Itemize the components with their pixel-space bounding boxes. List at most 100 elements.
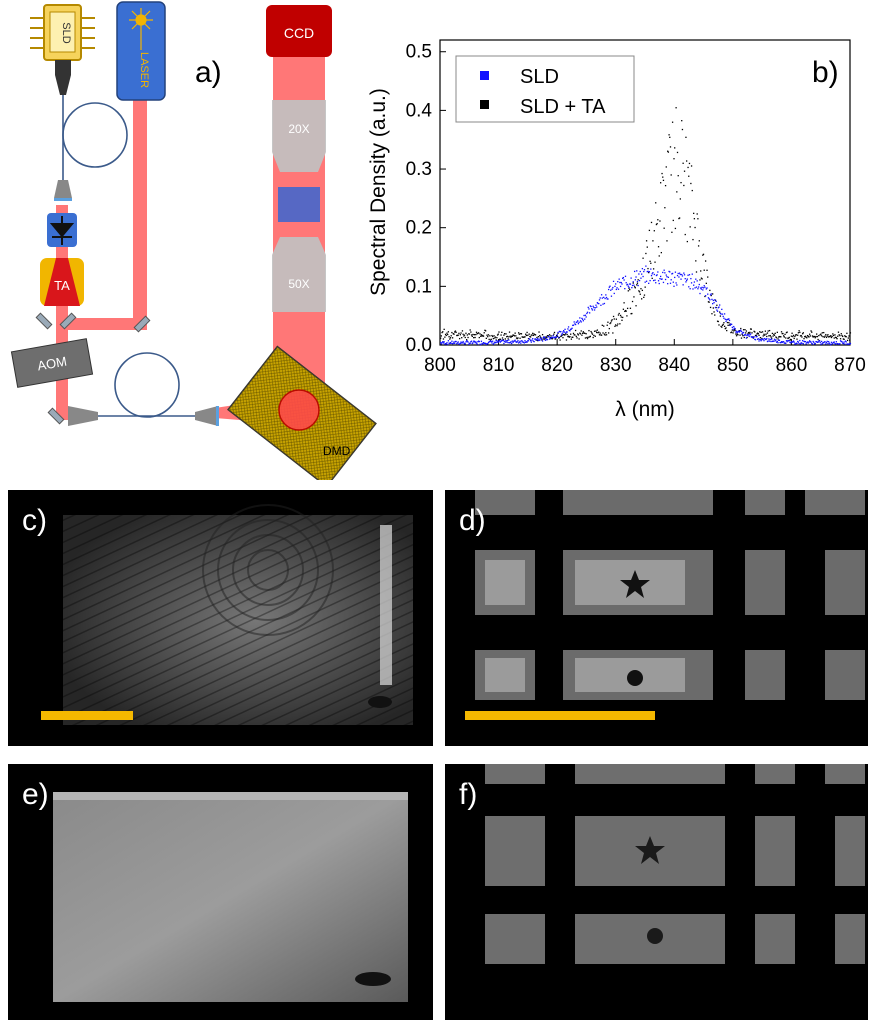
data-point <box>570 333 572 335</box>
data-point <box>829 343 831 345</box>
panel-label-e: e) <box>22 778 49 811</box>
data-point <box>659 275 662 278</box>
data-point <box>811 343 814 345</box>
data-point <box>631 286 633 289</box>
data-point <box>825 341 828 344</box>
data-point <box>505 333 507 335</box>
data-point <box>622 316 624 319</box>
data-point <box>522 341 524 343</box>
data-point <box>843 338 845 341</box>
data-point <box>742 335 744 337</box>
data-point <box>786 341 788 343</box>
data-point <box>733 327 736 329</box>
data-point <box>811 331 813 333</box>
data-point <box>611 319 613 321</box>
data-point <box>727 318 729 321</box>
data-point <box>812 340 814 343</box>
data-point <box>780 331 783 333</box>
data-point <box>761 331 764 333</box>
data-point <box>735 333 737 335</box>
data-point <box>676 191 678 193</box>
data-point <box>600 334 602 336</box>
data-point <box>503 333 506 335</box>
data-point <box>580 321 582 323</box>
data-point <box>513 335 516 337</box>
data-point <box>771 340 774 343</box>
data-point <box>695 260 697 262</box>
data-point <box>707 293 709 295</box>
data-point <box>707 297 710 299</box>
data-point <box>791 341 793 344</box>
data-point <box>823 341 826 343</box>
data-point <box>666 276 668 278</box>
star-mark-f <box>635 836 665 864</box>
data-point <box>749 333 752 335</box>
data-point <box>794 334 797 336</box>
spectrum-chart: 800 810 820 830 840 850 860 870 0.0 0.1 0.2 0.3 0.4 0… <box>367 39 866 421</box>
data-point <box>832 341 835 344</box>
data-point <box>477 332 479 335</box>
data-point <box>512 341 514 344</box>
data-point <box>764 337 766 340</box>
data-point <box>536 338 538 341</box>
data-point <box>808 336 810 338</box>
data-point <box>695 286 698 288</box>
data-point <box>567 326 570 328</box>
data-point <box>800 334 802 337</box>
data-point <box>556 335 558 338</box>
data-point <box>506 335 509 338</box>
x-tick-label: 820 <box>541 355 573 376</box>
data-point <box>645 240 648 242</box>
image-panel-d: d) <box>445 490 868 746</box>
data-point <box>651 277 653 279</box>
data-point <box>469 329 471 331</box>
sld-module <box>30 4 95 95</box>
data-point <box>738 329 741 332</box>
data-point <box>494 336 497 338</box>
data-point <box>655 223 658 226</box>
data-point <box>673 285 675 287</box>
data-point <box>582 320 584 322</box>
data-point <box>496 334 499 336</box>
data-point <box>776 331 778 333</box>
data-point <box>769 334 771 337</box>
data-point <box>705 288 707 290</box>
data-point <box>536 338 539 340</box>
legend-box <box>455 55 635 123</box>
data-point <box>447 340 450 342</box>
data-point <box>569 330 571 332</box>
data-point <box>683 274 686 276</box>
data-point <box>443 328 445 331</box>
data-point <box>579 320 582 322</box>
data-point <box>752 337 755 339</box>
data-point <box>767 340 769 342</box>
data-point <box>686 160 688 162</box>
data-point <box>688 286 690 288</box>
series-sld-ta <box>440 107 852 342</box>
data-point <box>456 334 458 337</box>
data-point <box>579 317 581 319</box>
data-point <box>540 338 542 340</box>
data-point <box>546 335 549 337</box>
data-point <box>558 337 560 339</box>
data-point <box>622 308 625 310</box>
data-point <box>447 343 449 346</box>
data-point <box>513 334 515 336</box>
data-point <box>499 341 502 343</box>
data-point <box>842 342 844 344</box>
data-point <box>487 343 489 345</box>
fiber-coupler-right <box>195 406 218 426</box>
data-point <box>567 328 569 330</box>
data-point <box>624 275 627 277</box>
data-point <box>557 331 559 334</box>
data-point <box>831 343 833 345</box>
data-point <box>802 343 804 345</box>
data-point <box>687 166 689 169</box>
data-point <box>794 343 796 345</box>
data-point <box>680 181 682 184</box>
data-point <box>590 305 592 308</box>
data-point <box>735 331 737 333</box>
data-point <box>704 295 707 297</box>
data-point <box>686 278 689 280</box>
data-point <box>638 279 641 282</box>
